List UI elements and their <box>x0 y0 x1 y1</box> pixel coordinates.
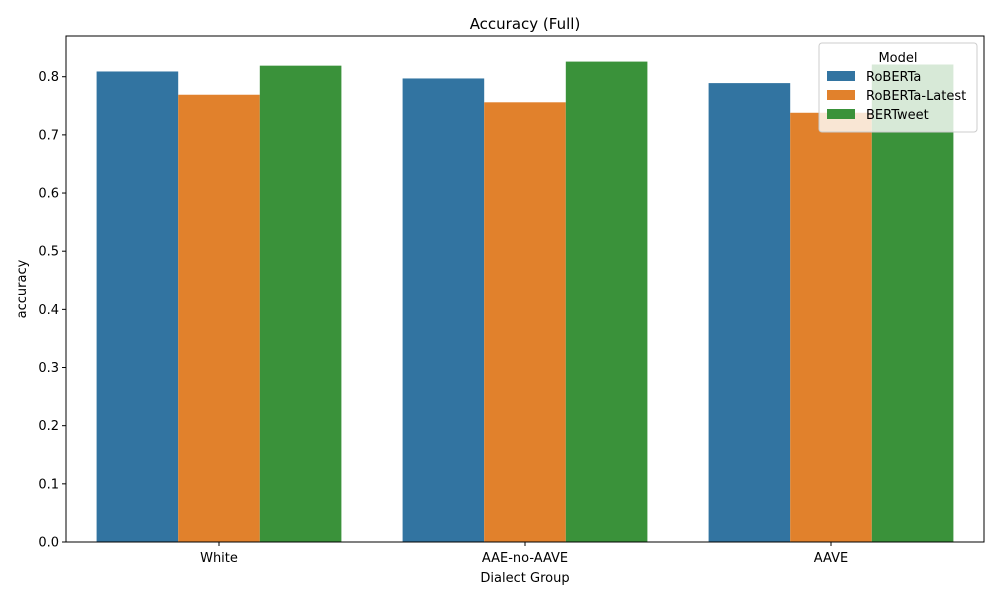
x-tick-label: White <box>200 551 238 566</box>
bar-roberta-latest-aae-no-aave <box>484 102 566 543</box>
legend-title: Model <box>878 51 917 66</box>
bar-bertweet-aave <box>871 64 954 542</box>
x-axis-ticks: White AAE-no-AAVE AAVE <box>200 542 848 566</box>
bar-roberta-white <box>96 71 179 542</box>
y-tick-label: 0.8 <box>38 70 59 85</box>
x-tick-label: AAVE <box>814 551 848 566</box>
legend: Model RoBERTa RoBERTa-Latest BERTweet <box>818 42 978 133</box>
legend-items: RoBERTa RoBERTa-Latest BERTweet <box>827 70 966 123</box>
x-tick-label: AAE-no-AAVE <box>482 551 568 566</box>
legend-label: BERTweet <box>866 108 929 123</box>
y-tick-label: 0.5 <box>38 245 59 260</box>
chart-title: Accuracy (Full) <box>470 15 581 33</box>
plot-frame <box>65 35 985 543</box>
legend-box <box>818 42 978 133</box>
bars-group <box>96 61 954 543</box>
x-axis-label: Dialect Group <box>480 571 569 586</box>
y-tick-label: 0.2 <box>38 419 59 434</box>
y-tick-label: 0.0 <box>38 536 59 551</box>
bar-roberta-aae-no-aave <box>402 78 485 543</box>
y-tick-label: 0.3 <box>38 361 59 376</box>
bar-bertweet-aae-no-aave <box>565 61 648 543</box>
legend-swatch <box>827 71 855 81</box>
legend-label: RoBERTa <box>866 70 921 85</box>
y-tick-label: 0.1 <box>38 477 59 492</box>
y-tick-label: 0.4 <box>38 303 59 318</box>
bar-roberta-latest-aave <box>790 112 872 543</box>
y-axis-label: accuracy <box>15 259 30 318</box>
legend-swatch <box>827 90 855 100</box>
bar-roberta-latest-white <box>178 94 260 543</box>
y-axis-ticks: 0.0 0.1 0.2 0.3 0.4 0.5 0.6 0.7 0.8 <box>38 70 66 551</box>
y-tick-label: 0.6 <box>38 187 59 202</box>
legend-label: RoBERTa-Latest <box>866 89 966 104</box>
legend-swatch <box>827 109 855 119</box>
y-tick-label: 0.7 <box>38 128 59 143</box>
bar-roberta-aave <box>708 83 791 543</box>
bar-bertweet-white <box>259 65 342 542</box>
